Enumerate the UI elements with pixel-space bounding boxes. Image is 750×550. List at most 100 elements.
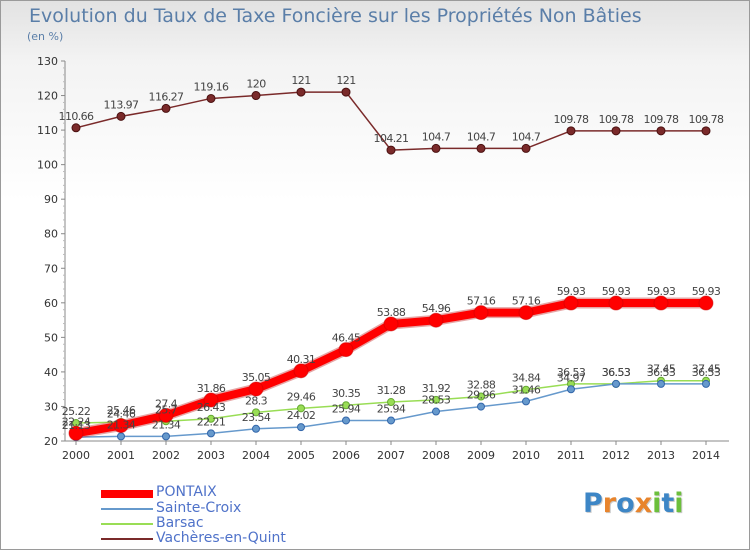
y-tick-label: 30 xyxy=(44,400,58,413)
data-point-sainte-croix xyxy=(297,423,305,432)
data-label-barsac: 32.88 xyxy=(467,379,496,392)
data-point-vacheres-en-quint xyxy=(431,143,441,153)
data-point-vacheres-en-quint xyxy=(116,111,126,121)
data-label-barsac: 25.22 xyxy=(62,405,91,418)
data-label-barsac: 37.45 xyxy=(647,363,676,376)
data-point-pontaix xyxy=(653,295,669,311)
data-point-vacheres-en-quint xyxy=(611,126,621,136)
data-point-vacheres-en-quint xyxy=(521,143,531,153)
x-tick-label: 2011 xyxy=(557,449,585,462)
data-label-pontaix: 57.16 xyxy=(467,295,496,308)
data-label-vacheres-en-quint: 109.78 xyxy=(689,113,724,126)
series-lines xyxy=(68,87,714,442)
data-point-vacheres-en-quint xyxy=(386,145,396,155)
data-point-pontaix xyxy=(293,363,309,379)
data-point-pontaix xyxy=(338,342,354,358)
data-label-barsac: 25.46 xyxy=(107,404,136,417)
x-tick-label: 2007 xyxy=(377,449,405,462)
data-labels: 22.24 24.46 27.4 31.86 35.05 40.31 46.45 53.88 5… xyxy=(59,74,725,432)
x-tick-label: 2006 xyxy=(332,449,360,462)
data-point-vacheres-en-quint xyxy=(71,123,81,133)
legend-label-vacheres-en-quint: Vachères-en-Quint xyxy=(156,530,286,546)
data-label-sainte-croix: 21.34 xyxy=(152,418,181,431)
data-point-barsac xyxy=(342,401,350,410)
data-label-sainte-croix: 36.53 xyxy=(692,366,721,379)
data-label-vacheres-en-quint: 104.7 xyxy=(512,130,541,143)
data-label-pontaix: 54.96 xyxy=(422,302,451,315)
data-point-vacheres-en-quint xyxy=(296,87,306,97)
data-label-vacheres-en-quint: 104.7 xyxy=(422,130,451,143)
legend-label-pontaix: PONTAIX xyxy=(156,484,217,500)
data-point-sainte-croix xyxy=(522,397,530,406)
data-label-pontaix: 57.16 xyxy=(512,295,541,308)
data-point-pontaix xyxy=(518,305,534,321)
data-label-pontaix: 59.93 xyxy=(647,285,676,298)
data-point-barsac xyxy=(387,398,395,407)
data-label-pontaix: 35.05 xyxy=(242,371,271,384)
x-tick-label: 2012 xyxy=(602,449,630,462)
y-tick-label: 60 xyxy=(44,297,58,310)
data-label-vacheres-en-quint: 109.78 xyxy=(644,113,679,126)
data-label-barsac: 36.53 xyxy=(602,366,631,379)
data-point-pontaix xyxy=(698,295,714,311)
legend-swatch-barsac xyxy=(101,523,153,525)
y-tick-label: 50 xyxy=(44,331,58,344)
data-point-sainte-croix xyxy=(252,424,260,433)
y-tick-label: 70 xyxy=(44,262,58,275)
data-label-barsac: 25.7 xyxy=(155,403,178,416)
data-point-pontaix xyxy=(428,312,444,328)
data-point-pontaix xyxy=(608,295,624,311)
legend-swatch-vacheres-en-quint xyxy=(101,538,153,540)
data-point-barsac xyxy=(477,392,485,401)
y-tick-label: 100 xyxy=(37,159,58,172)
data-point-pontaix xyxy=(113,418,129,434)
data-label-vacheres-en-quint: 113.97 xyxy=(104,98,139,111)
data-label-sainte-croix: 29.96 xyxy=(467,389,496,402)
data-label-barsac: 30.35 xyxy=(332,387,361,400)
data-label-pontaix: 22.24 xyxy=(62,415,91,428)
x-tick-label: 2003 xyxy=(197,449,225,462)
data-point-vacheres-en-quint xyxy=(656,126,666,136)
data-point-barsac xyxy=(297,404,305,413)
data-label-vacheres-en-quint: 116.27 xyxy=(149,90,184,103)
data-label-barsac: 29.46 xyxy=(287,390,316,403)
y-axis-unit-label: (en %) xyxy=(27,30,64,43)
data-label-pontaix: 53.88 xyxy=(377,306,406,319)
data-label-sainte-croix: 25.94 xyxy=(332,402,361,415)
data-point-barsac xyxy=(252,408,260,417)
data-point-vacheres-en-quint xyxy=(476,143,486,153)
data-label-vacheres-en-quint: 119.16 xyxy=(194,80,229,93)
data-label-sainte-croix: 25.94 xyxy=(377,402,406,415)
data-point-pontaix xyxy=(203,392,219,408)
logo-letter: t xyxy=(661,488,675,519)
data-point-vacheres-en-quint xyxy=(161,103,171,113)
data-point-sainte-croix xyxy=(702,379,710,388)
data-label-sainte-croix: 21.13 xyxy=(62,419,91,432)
data-label-pontaix: 24.46 xyxy=(107,408,136,421)
x-tick-label: 2014 xyxy=(692,449,720,462)
data-label-barsac: 31.92 xyxy=(422,382,451,395)
data-label-vacheres-en-quint: 104.21 xyxy=(374,132,409,145)
data-label-vacheres-en-quint: 104.7 xyxy=(467,130,496,143)
data-label-pontaix: 59.93 xyxy=(692,285,721,298)
logo-letter: P xyxy=(583,488,603,519)
logo-letter: x xyxy=(634,488,653,519)
data-point-sainte-croix xyxy=(162,432,170,441)
data-label-sainte-croix: 34.97 xyxy=(557,371,586,384)
y-tick-label: 120 xyxy=(37,90,58,103)
data-label-sainte-croix: 36.53 xyxy=(602,366,631,379)
legend-swatch-sainte-croix xyxy=(101,508,153,510)
data-label-pontaix: 40.31 xyxy=(287,353,316,366)
logo-letter: i xyxy=(652,488,662,519)
x-tick-label: 2002 xyxy=(152,449,180,462)
x-tick-label: 2013 xyxy=(647,449,675,462)
legend-swatch-pontaix xyxy=(101,490,153,498)
data-point-vacheres-en-quint xyxy=(341,87,351,97)
legend-label-sainte-croix: Sainte-Croix xyxy=(156,500,242,516)
data-label-sainte-croix: 22.21 xyxy=(197,415,226,428)
x-tick-label: 2005 xyxy=(287,449,315,462)
y-tick-label: 80 xyxy=(44,228,58,241)
x-tick-label: 2001 xyxy=(107,449,135,462)
data-label-pontaix: 31.86 xyxy=(197,382,226,395)
